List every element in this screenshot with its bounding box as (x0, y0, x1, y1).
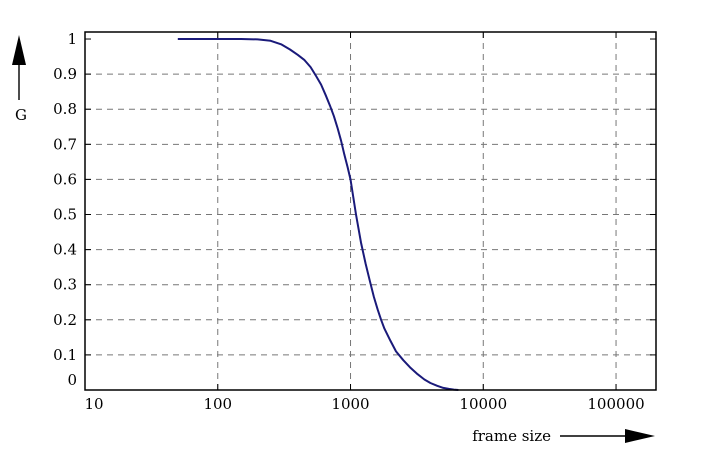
tick-label-y: 0.4 (53, 241, 77, 259)
tick-label-y: 1 (67, 30, 77, 48)
grid (85, 32, 656, 390)
tick-label-y: 0.8 (53, 100, 77, 118)
tick-label-y: 0.1 (53, 346, 77, 364)
tick-label-y: 0 (67, 371, 77, 389)
tick-label-x: 1000 (331, 395, 369, 413)
tick-label-x: 100000 (587, 395, 644, 413)
tick-label-y: 0.9 (53, 65, 77, 83)
tick-label-y: 0.5 (53, 206, 77, 224)
x-axis-label: frame size (472, 427, 551, 445)
series-line (177, 38, 459, 391)
tick-label-y: 0.6 (53, 170, 77, 188)
tick-label-x: 10000 (459, 395, 507, 413)
tick-label-x: 100 (203, 395, 232, 413)
ticks: 0 0.1 0.2 0.3 0.4 0.5 0.6 0.7 0.8 0.9 1 10 100 1000 10… (53, 30, 656, 413)
tick-label-y: 0.7 (53, 135, 77, 153)
x-axis-arrow (560, 429, 655, 443)
y-axis-label: G (15, 106, 27, 124)
y-axis-arrow (12, 35, 26, 100)
tick-label-y: 0.2 (53, 311, 77, 329)
series-layer (177, 38, 459, 391)
tick-label-x: 10 (84, 395, 103, 413)
tick-label-y: 0.3 (53, 276, 77, 294)
plot-frame (84, 31, 657, 391)
